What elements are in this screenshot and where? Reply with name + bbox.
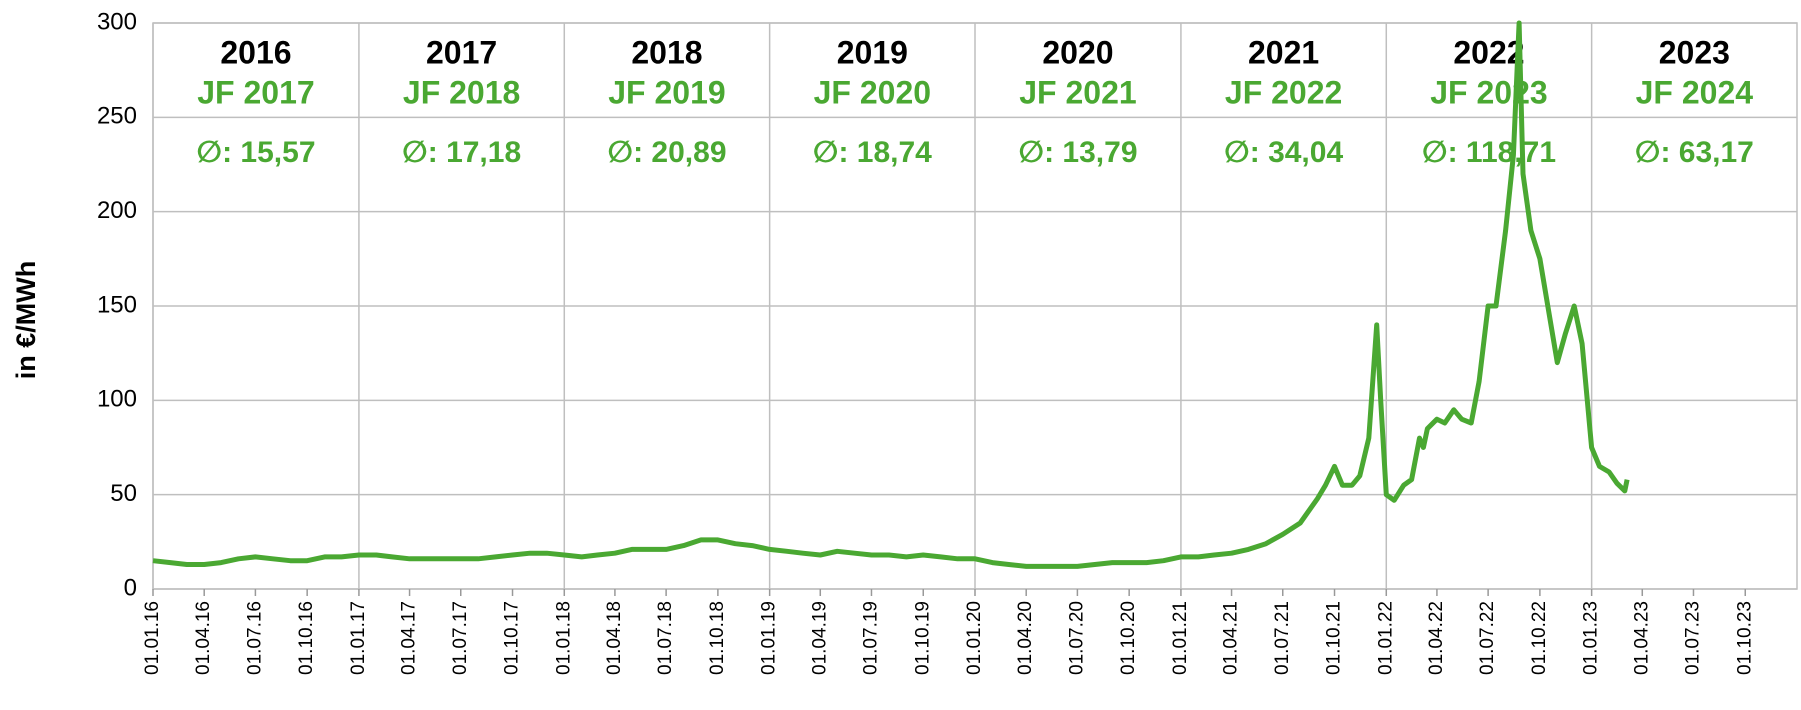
x-tick-label: 01.04.20 [1015,601,1036,675]
y-tick-label: 100 [97,386,137,413]
x-tick-label: 01.07.20 [1066,601,1087,675]
panel-year: 2020 [1042,34,1113,70]
x-tick-label: 01.07.16 [244,601,265,675]
x-tick-label: 01.07.22 [1477,601,1498,675]
x-tick-label: 01.07.23 [1682,601,1703,675]
y-tick-label: 50 [110,480,137,507]
x-tick-label: 01.01.19 [759,601,780,675]
panel-jf: JF 2021 [1019,74,1136,110]
x-tick-label: 01.01.23 [1581,601,1602,675]
panel-average: ∅: 20,89 [607,136,726,169]
panel-jf: JF 2017 [197,74,314,110]
panel-average: ∅: 63,17 [1635,136,1754,169]
panel-jf: JF 2024 [1636,74,1754,110]
y-tick-label: 250 [97,103,137,130]
y-axis-label: in €/MWh [11,261,41,379]
x-tick-label: 01.04.16 [193,601,214,675]
x-tick-label: 01.10.20 [1118,601,1139,675]
x-tick-label: 01.10.21 [1324,601,1345,675]
x-tick-label: 01.04.23 [1631,601,1652,675]
x-tick-label: 01.01.22 [1375,601,1396,675]
x-tick-label: 01.10.16 [296,601,317,675]
panel-jf: JF 2018 [403,74,520,110]
x-tick-label: 01.04.21 [1221,601,1242,675]
panel-jf: JF 2019 [608,74,725,110]
x-tick-label: 01.04.19 [809,601,830,675]
panel-year: 2018 [631,34,702,70]
x-tick-label: 01.01.17 [348,601,369,675]
panel-jf: JF 2020 [814,74,931,110]
x-tick-label: 01.01.16 [142,601,163,675]
x-tick-label: 01.10.19 [912,601,933,675]
panel-average: ∅: 18,74 [813,136,932,169]
panel-jf: JF 2023 [1430,74,1547,110]
x-tick-label: 01.01.20 [964,601,985,675]
x-tick-label: 01.01.18 [553,601,574,675]
panel-year: 2019 [837,34,908,70]
panel-average: ∅: 15,57 [196,136,315,169]
panel-average: ∅: 17,18 [402,136,521,169]
x-tick-label: 01.10.18 [707,601,728,675]
y-tick-label: 150 [97,291,137,318]
panel-year: 2017 [426,34,497,70]
panel-year: 2023 [1659,34,1730,70]
panel-year: 2016 [220,34,291,70]
x-tick-label: 01.10.23 [1734,601,1755,675]
panel-average: ∅: 34,04 [1224,136,1343,169]
x-tick-label: 01.04.22 [1426,601,1447,675]
x-tick-label: 01.04.17 [399,601,420,675]
x-tick-label: 01.07.19 [860,601,881,675]
panel-year: 2022 [1453,34,1524,70]
x-tick-label: 01.07.17 [450,601,471,675]
panel-average: ∅: 118,71 [1422,136,1556,169]
panel-jf: JF 2022 [1225,74,1342,110]
x-tick-label: 01.10.22 [1529,601,1550,675]
x-tick-label: 01.01.21 [1170,601,1191,675]
y-tick-label: 0 [124,574,137,601]
y-tick-label: 300 [97,8,137,35]
x-tick-label: 01.07.18 [655,601,676,675]
x-tick-label: 01.07.21 [1272,601,1293,675]
x-tick-label: 01.04.18 [604,601,625,675]
price-line [152,20,1630,569]
panel-average: ∅: 13,79 [1018,136,1137,169]
panel-year: 2021 [1248,34,1319,70]
y-tick-label: 200 [97,197,137,224]
x-tick-label: 01.10.17 [502,601,523,675]
